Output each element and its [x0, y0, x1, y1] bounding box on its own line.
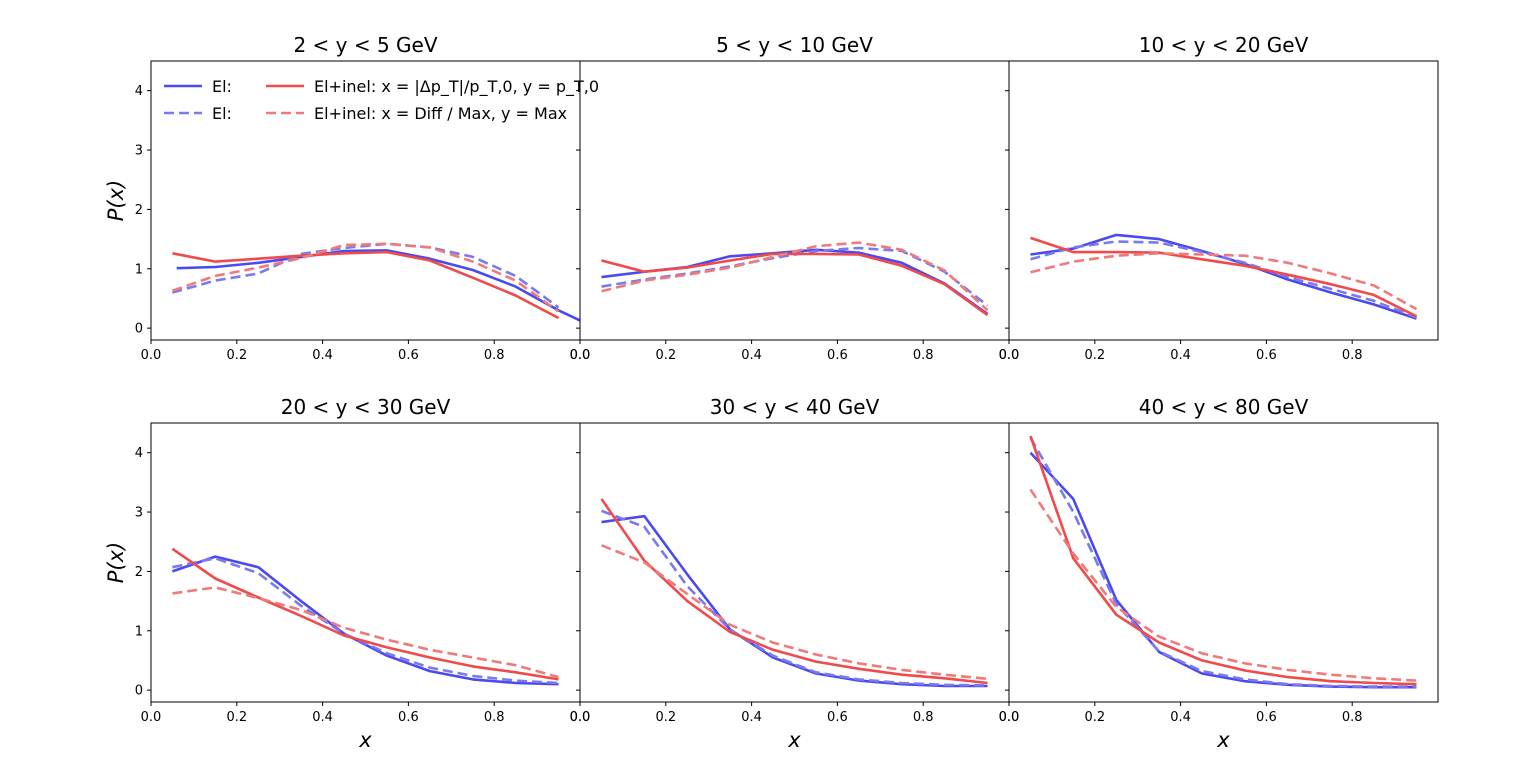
panel-title: 5 < y < 10 GeV [716, 33, 873, 57]
y-tick-label: 4 [135, 446, 143, 461]
y-tick-label: 1 [135, 262, 143, 277]
y-tick-label: 3 [135, 144, 143, 159]
series-line-3 [600, 498, 988, 685]
x-tick-label: 0.0 [570, 710, 591, 725]
panels-layer: 2 < y < 5 GeV 0 1 2 3 4 0.0 0.2 0.4 0.6 0.8 0.0 P(x)… [104, 33, 1439, 752]
series-line-3 [171, 547, 559, 681]
plot-frame [150, 60, 581, 341]
x-tick-label: 0.4 [1170, 710, 1191, 725]
y-tick-label: 0 [135, 322, 143, 337]
y-axis-label: P(x) [104, 542, 128, 583]
panel-title: 2 < y < 5 GeV [293, 33, 437, 57]
series-line-4 [601, 544, 988, 681]
panel-1: 2 < y < 5 GeV 0 1 2 3 4 0.0 0.2 0.4 0.6 0.8 0.0 P(x) [104, 33, 590, 363]
panel-6: 40 < y < 80 GeV 0.0 0.2 0.4 0.6 0.8 x [999, 395, 1439, 752]
plot-frame [579, 60, 1010, 341]
series-line-1 [1030, 233, 1417, 320]
series-line-3 [1030, 236, 1418, 318]
series-line-4 [1030, 252, 1418, 311]
series-line-1 [601, 514, 988, 688]
x-tick-label: 0.6 [398, 348, 419, 363]
y-tick-label: 2 [135, 565, 143, 580]
x-tick-label: 0.0 [570, 348, 591, 363]
y-tick-label: 2 [135, 203, 143, 218]
plot-frame [1008, 422, 1439, 703]
series-line-2 [1029, 437, 1417, 688]
x-tick-label: 0.0 [999, 710, 1020, 725]
x-tick-label: 0.0 [999, 348, 1020, 363]
panel-title: 10 < y < 20 GeV [1139, 33, 1309, 57]
x-tick-label: 0.2 [226, 710, 247, 725]
x-tick-label: 0.4 [741, 710, 762, 725]
x-tick-label: 0.6 [827, 348, 848, 363]
x-tick-label: 0.8 [484, 710, 505, 725]
x-axis-label: x [1216, 728, 1230, 752]
x-tick-label: 0.2 [1084, 348, 1105, 363]
series-line-1 [171, 555, 559, 686]
x-tick-label: 0.8 [913, 348, 934, 363]
x-tick-label: 0.2 [655, 710, 676, 725]
panel-4: 20 < y < 30 GeV 0 1 2 3 4 0.0 0.2 0.4 0.6 0.8 0.0 P(… [104, 395, 590, 752]
x-tick-label: 0.0 [999, 710, 1020, 725]
series-line-1 [1029, 451, 1417, 689]
y-tick-label: 4 [135, 84, 143, 99]
x-tick-label: 0.6 [1256, 710, 1277, 725]
legend-label-2: El: [212, 104, 232, 123]
legend-label-3: El+inel: x = |Δp_T|/p_T,0, y = p_T,0 [314, 77, 599, 97]
y-tick-label: 0 [135, 684, 143, 699]
panel-3: 10 < y < 20 GeV 0.0 0.2 0.4 0.6 0.8 [999, 33, 1439, 363]
x-tick-label: 0.2 [1084, 710, 1105, 725]
x-tick-label: 0.6 [398, 710, 419, 725]
panel-2: 5 < y < 10 GeV 0.0 0.2 0.4 0.6 0.8 0.0 [570, 33, 1020, 363]
plot-frame [150, 422, 581, 703]
x-tick-label: 0.4 [1170, 348, 1191, 363]
series-line-1 [176, 249, 580, 322]
x-tick-label: 0.8 [913, 710, 934, 725]
series-line-1 [601, 248, 989, 315]
x-tick-label: 0.2 [655, 348, 676, 363]
x-tick-label: 0.8 [1342, 348, 1363, 363]
x-tick-label: 0.2 [226, 348, 247, 363]
series-line-4 [601, 241, 989, 312]
legend-label-1: El: [212, 77, 232, 96]
series-line-4 [172, 586, 559, 679]
panel-title: 40 < y < 80 GeV [1139, 395, 1309, 419]
y-axis-label: P(x) [104, 180, 128, 221]
x-tick-label: 0.4 [312, 710, 333, 725]
x-axis-label: x [358, 728, 372, 752]
series-line-3 [1029, 435, 1417, 686]
series-line-2 [601, 509, 988, 687]
panel-5: 30 < y < 40 GeV 0.0 0.2 0.4 0.6 0.8 0.0 x [570, 395, 1020, 752]
legend-label-4: El+inel: x = Diff / Max, y = Max [314, 104, 567, 123]
x-tick-label: 0.6 [1256, 348, 1277, 363]
plot-frame [1008, 60, 1439, 341]
series-line-2 [172, 242, 560, 309]
y-tick-label: 1 [135, 624, 143, 639]
x-tick-label: 0.8 [484, 348, 505, 363]
y-tick-label: 3 [135, 506, 143, 521]
x-tick-label: 0.0 [570, 348, 591, 363]
x-axis-label: x [787, 728, 801, 752]
series-line-2 [172, 556, 559, 685]
series-line-3 [601, 252, 989, 317]
series-line-4 [1029, 488, 1417, 682]
x-tick-label: 0.0 [999, 348, 1020, 363]
series-line-2 [1030, 240, 1417, 319]
series-line-3 [172, 250, 560, 320]
x-tick-label: 0.6 [827, 710, 848, 725]
x-tick-label: 0.4 [741, 348, 762, 363]
panel-title: 20 < y < 30 GeV [281, 395, 451, 419]
panel-title: 30 < y < 40 GeV [710, 395, 880, 419]
legend: El: El: El+inel: x = |Δp_T|/p_T,0, y = p_T… [164, 77, 599, 123]
x-tick-label: 0.0 [141, 710, 162, 725]
series-line-4 [171, 242, 560, 313]
x-tick-label: 0.0 [570, 710, 591, 725]
x-tick-label: 0.8 [1342, 710, 1363, 725]
x-tick-label: 0.4 [312, 348, 333, 363]
x-tick-label: 0.0 [141, 348, 162, 363]
